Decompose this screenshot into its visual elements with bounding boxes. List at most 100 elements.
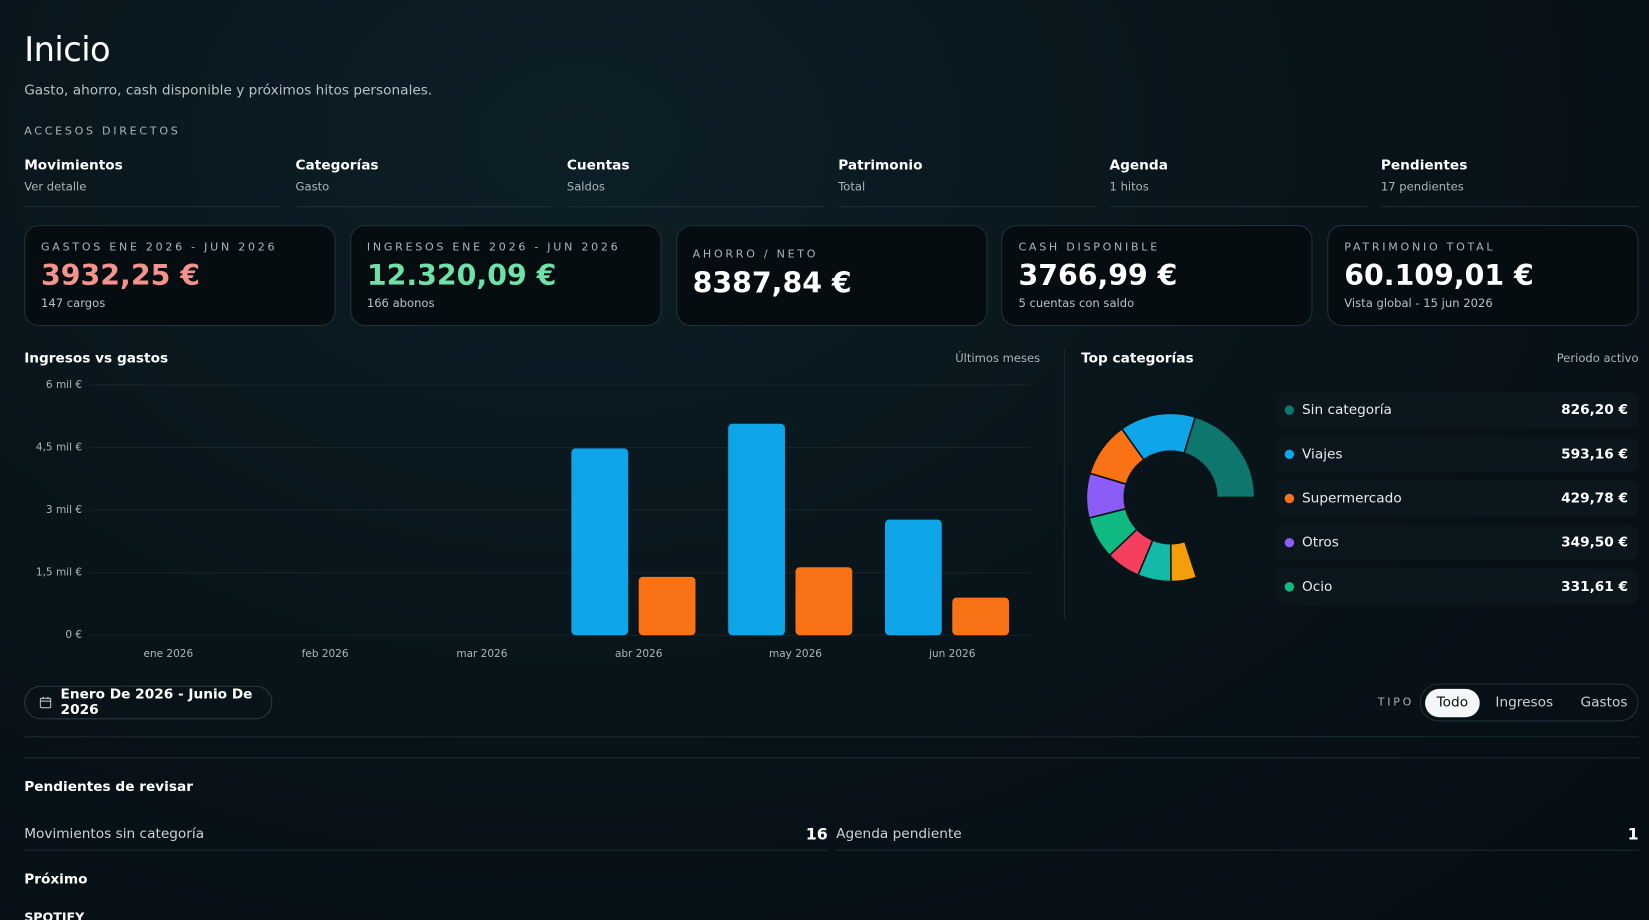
y-tick-label: 6 mil €: [46, 379, 82, 391]
legend-row: [1275, 436, 1639, 473]
upcoming-item: SPOTIFY: [24, 909, 85, 920]
shortcut[interactable]: Pendientes 17 pendientes: [1380, 157, 1639, 208]
bar: [952, 597, 1010, 636]
x-tick-label: ene 2026: [143, 648, 193, 660]
shortcut-label: Agenda: [1109, 157, 1168, 174]
kpi-value: 3766,99 €: [1018, 259, 1178, 293]
kpi-label: PATRIMONIO TOTAL: [1344, 240, 1496, 254]
page-subtitle: Gasto, ahorro, cash disponible y próximo…: [24, 83, 433, 99]
legend-value: 331,61 €: [1561, 579, 1628, 595]
pending-label: Movimientos sin categoría: [24, 826, 205, 842]
chart-subtitle: Últimos meses: [955, 350, 1040, 365]
legend-label: Supermercado: [1302, 491, 1402, 507]
type-label: TIPO: [1377, 696, 1415, 709]
separator: [24, 757, 1639, 759]
legend-label: Viajes: [1302, 446, 1343, 462]
x-tick-label: may 2026: [769, 648, 822, 660]
legend-label: Ocio: [1302, 579, 1332, 595]
shortcut-sub: Total: [838, 179, 866, 194]
legend-row: [1275, 524, 1639, 561]
shortcut[interactable]: Agenda 1 hitos: [1109, 157, 1368, 208]
legend-swatch: [1284, 582, 1295, 592]
kpi-card: INGRESOS ENE 2026 - JUN 2026 12.320,09 € 1…: [350, 225, 662, 327]
y-tick-label: 4,5 mil €: [36, 441, 82, 453]
legend-value: 593,16 €: [1561, 446, 1628, 462]
pending-row: Movimientos sin categoría 16: [24, 818, 828, 851]
type-toggle: Todo Ingresos Gastos: [1419, 683, 1639, 722]
x-tick-label: abr 2026: [615, 648, 663, 660]
calendar-icon: [39, 696, 52, 709]
kpi-card: AHORRO / NETO 8387,84 €: [675, 225, 988, 327]
shortcut-label: Cuentas: [566, 157, 630, 174]
type-option[interactable]: Ingresos: [1495, 694, 1554, 711]
shortcut[interactable]: Patrimonio Total: [838, 157, 1096, 208]
kpi-card: CASH DISPONIBLE 3766,99 € 5 cuentas con sa…: [1001, 225, 1313, 327]
bar: [884, 519, 942, 636]
legend-value: 826,20 €: [1561, 402, 1628, 418]
legend-row: [1275, 480, 1639, 517]
section-title: ACCESOS DIRECTOS: [24, 125, 181, 138]
kpi-label: GASTOS ENE 2026 - JUN 2026: [41, 240, 278, 254]
y-tick-label: 3 mil €: [46, 504, 82, 516]
date-range-text: Enero De 2026 - Junio De 2026: [60, 686, 253, 719]
pending-count: 1: [1627, 824, 1639, 844]
type-option[interactable]: Todo: [1425, 688, 1480, 717]
y-tick-label: 1,5 mil €: [36, 567, 82, 579]
separator: [24, 736, 1639, 738]
legend-label: Sin categoría: [1302, 402, 1392, 418]
shortcut[interactable]: Movimientos Ver detalle: [24, 157, 282, 208]
legend-label: Otros: [1302, 535, 1339, 551]
shortcut-label: Categorías: [295, 157, 379, 174]
shortcut-label: Patrimonio: [838, 157, 923, 174]
chart-title: Top categorías: [1081, 351, 1193, 367]
kpi-card: PATRIMONIO TOTAL 60.109,01 € Vista global …: [1327, 225, 1639, 327]
shortcut-sub: 1 hitos: [1109, 179, 1149, 194]
kpi-value: 3932,25 €: [41, 259, 201, 293]
charts: Ingresos vs gastos Últimos meses 0 € 1,5 mi…: [24, 349, 1639, 660]
chart-subtitle: Periodo activo: [1557, 351, 1639, 365]
shortcut-label: Pendientes: [1380, 157, 1468, 174]
kpi-note: 166 abonos: [366, 296, 435, 311]
page-title: Inicio: [24, 29, 111, 70]
type-option[interactable]: Gastos: [1580, 694, 1628, 711]
pending-row: Agenda pendiente 1: [836, 818, 1639, 851]
upcoming-title: Próximo: [24, 871, 88, 888]
kpi-label: INGRESOS ENE 2026 - JUN 2026: [366, 240, 621, 254]
bar: [728, 423, 785, 636]
donut-segment: [1170, 540, 1198, 583]
donut-segment: [1183, 416, 1256, 499]
x-tick-label: mar 2026: [456, 648, 507, 660]
x-tick-label: jun 2026: [928, 648, 976, 660]
chart-title: Ingresos vs gastos: [24, 351, 168, 367]
kpi-value: 12.320,09 €: [366, 259, 557, 293]
legend-row: [1275, 392, 1639, 429]
shortcut-sub: Gasto: [295, 179, 330, 194]
y-tick-label: 0 €: [65, 629, 82, 641]
kpi-note: 147 cargos: [41, 296, 106, 311]
bar: [638, 576, 696, 636]
shortcut-sub: 17 pendientes: [1380, 179, 1464, 194]
kpi-value: 8387,84 €: [692, 266, 852, 300]
pending-count: 16: [805, 824, 828, 844]
kpi-card: GASTOS ENE 2026 - JUN 2026 3932,25 € 147 c…: [24, 225, 336, 327]
legend-value: 349,50 €: [1561, 535, 1628, 551]
shortcut-sub: Saldos: [566, 179, 605, 194]
shortcut[interactable]: Cuentas Saldos: [566, 157, 825, 208]
bar: [571, 448, 629, 636]
shortcut[interactable]: Categorías Gasto: [295, 157, 554, 208]
legend-swatch: [1284, 449, 1295, 460]
kpi-label: AHORRO / NETO: [692, 247, 819, 261]
legend-value: 429,78 €: [1561, 491, 1628, 507]
legend-swatch: [1284, 537, 1295, 548]
shortcut-label: Movimientos: [24, 157, 123, 174]
kpi-label: CASH DISPONIBLE: [1018, 240, 1160, 254]
kpi-value: 60.109,01 €: [1344, 259, 1534, 293]
kpi-note: Vista global - 15 jun 2026: [1344, 296, 1493, 311]
legend-swatch: [1284, 493, 1295, 504]
shortcut-sub: Ver detalle: [24, 179, 87, 194]
legend-row: [1275, 568, 1639, 605]
date-range[interactable]: Enero De 2026 - Junio De 2026: [24, 685, 273, 720]
x-tick-label: feb 2026: [302, 648, 349, 660]
pending-title: Pendientes de revisar: [24, 779, 193, 796]
